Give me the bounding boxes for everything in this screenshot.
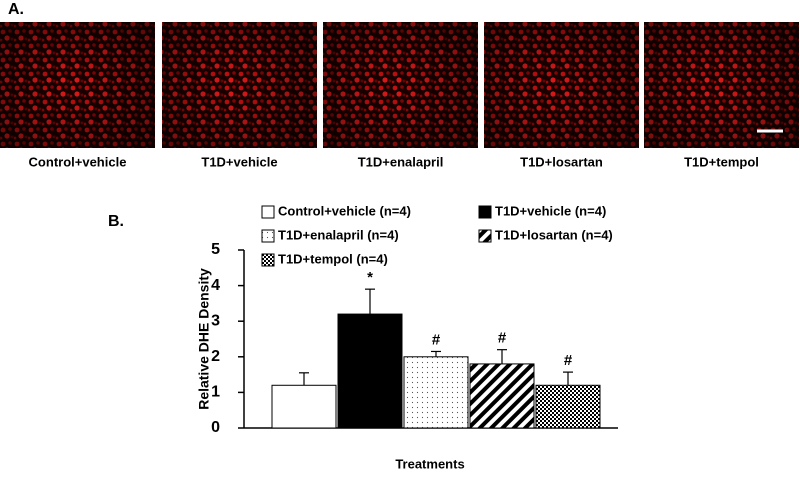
y-axis-label: Relative DHE Density	[196, 268, 212, 410]
legend-swatch	[261, 253, 275, 267]
legend-swatch	[261, 205, 275, 219]
y-tick-label: 2	[211, 348, 220, 365]
micrograph-shade	[323, 22, 478, 148]
bar	[403, 356, 469, 429]
y-tick-label: 3	[211, 312, 220, 329]
x-axis-label: Treatments	[395, 456, 464, 471]
panel-label: B.	[108, 213, 124, 230]
y-tick-label: 4	[211, 277, 220, 294]
y-tick-label: 1	[211, 384, 220, 401]
image-label: T1D+tempol	[684, 154, 759, 169]
significance-mark: #	[432, 331, 441, 348]
bar	[535, 384, 601, 429]
legend-swatch	[478, 229, 492, 243]
image-label: Control+vehicle	[29, 154, 127, 169]
legend-swatch	[478, 205, 492, 219]
significance-mark: #	[498, 330, 507, 347]
significance-mark: *	[367, 269, 373, 286]
legend-label: T1D+vehicle (n=4)	[495, 203, 606, 218]
legend-label: Control+vehicle (n=4)	[278, 203, 411, 218]
y-tick-label: 0	[211, 419, 220, 436]
bar	[337, 313, 403, 429]
legend-label: T1D+enalapril (n=4)	[278, 227, 399, 242]
image-label: T1D+vehicle	[201, 154, 277, 169]
micrograph-shade	[162, 22, 317, 148]
image-row	[0, 22, 799, 148]
micrograph-shade	[0, 22, 155, 148]
legend-label: T1D+losartan (n=4)	[495, 227, 613, 242]
bar	[469, 363, 535, 429]
panel-label: A.	[8, 1, 24, 18]
bar	[271, 384, 337, 429]
y-tick-label: 5	[211, 241, 220, 258]
significance-mark: #	[564, 352, 573, 369]
image-label: T1D+losartan	[520, 154, 603, 169]
legend-label: T1D+tempol (n=4)	[278, 251, 388, 266]
micrograph-shade	[484, 22, 639, 148]
micrograph-shade	[644, 22, 799, 148]
image-label: T1D+enalapril	[358, 154, 444, 169]
legend-swatch	[261, 229, 275, 243]
